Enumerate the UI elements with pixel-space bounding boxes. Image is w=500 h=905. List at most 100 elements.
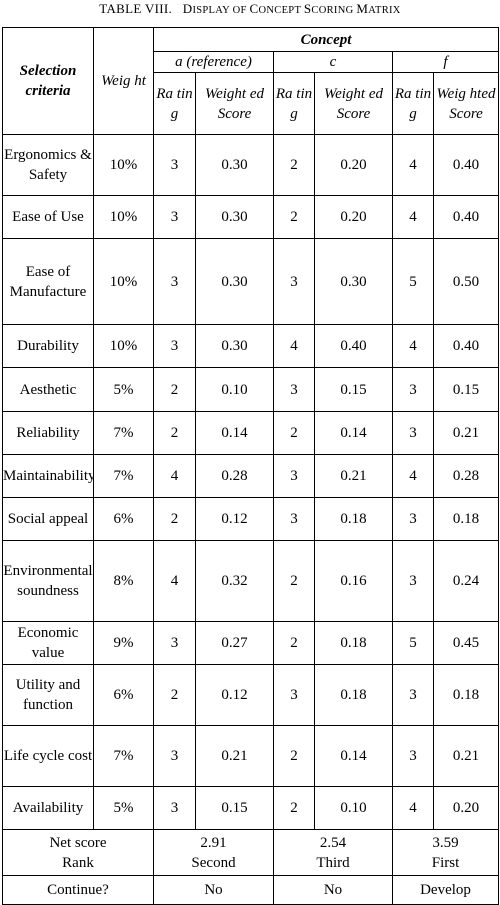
c-rating-cell: 4 (273, 324, 315, 368)
a-score-cell: 0.12 (195, 497, 274, 541)
caption-title: DISPLAY OF CONCEPT SCORING MATRIX (182, 1, 401, 17)
header-concept-c: c (273, 51, 393, 73)
net-score-a: 2.91 (200, 834, 227, 851)
a-score-cell: 0.30 (195, 195, 274, 239)
concept-scoring-matrix: Selection criteria Weig ht Concept a (re… (2, 27, 499, 905)
c-score-cell: 0.14 (314, 411, 393, 455)
f-score-cell: 0.21 (433, 411, 499, 455)
header-row-1: Selection criteria Weig ht Concept (2, 27, 499, 135)
table-row: Ease of Manufacture 10% 3 0.30 3 0.30 5 … (2, 238, 499, 325)
c-rating-cell: 2 (273, 786, 315, 830)
f-rating-cell: 3 (392, 540, 434, 622)
f-rating-cell: 4 (392, 454, 434, 498)
f-score-cell: 0.40 (433, 195, 499, 239)
net-score-f-cell: 3.59 First (392, 829, 499, 876)
header-rating-f: Ra tin g (392, 72, 434, 135)
a-rating-cell: 2 (153, 497, 196, 541)
c-score-cell: 0.18 (314, 621, 393, 665)
a-rating-cell: 3 (153, 134, 196, 196)
table-row: Ergonomics & Safety 10% 3 0.30 2 0.20 4 … (2, 134, 499, 196)
net-score-c-cell: 2.54 Third (273, 829, 393, 876)
weight-cell: 10% (93, 238, 154, 325)
net-score-a-cell: 2.91 Second (153, 829, 274, 876)
f-rating-cell: 4 (392, 324, 434, 368)
f-score-cell: 0.24 (433, 540, 499, 622)
f-score-cell: 0.18 (433, 497, 499, 541)
weight-cell: 6% (93, 497, 154, 541)
table-row: Maintainability 7% 4 0.28 3 0.21 4 0.28 (2, 454, 499, 498)
a-score-cell: 0.10 (195, 367, 274, 412)
a-score-cell: 0.12 (195, 664, 274, 726)
f-score-cell: 0.28 (433, 454, 499, 498)
header-selection-criteria: Selection criteria (2, 27, 94, 135)
c-rating-cell: 3 (273, 238, 315, 325)
a-rating-cell: 3 (153, 786, 196, 830)
c-score-cell: 0.18 (314, 497, 393, 541)
weight-cell: 5% (93, 367, 154, 412)
f-score-cell: 0.20 (433, 786, 499, 830)
c-rating-cell: 2 (273, 134, 315, 196)
net-score-label-cell: Net score Rank (2, 829, 154, 876)
header-concept-f: f (392, 51, 499, 73)
c-rating-cell: 3 (273, 454, 315, 498)
criterion-cell: Ease of Manufacture (2, 238, 94, 325)
f-rating-cell: 4 (392, 134, 434, 196)
weight-cell: 7% (93, 725, 154, 787)
header-weighted-score-c: Weight ed Score (314, 72, 393, 135)
header-row-3: Ra tin g Weight ed Score Ra tin g Weight… (3, 72, 499, 135)
f-rating-cell: 5 (392, 621, 434, 665)
weight-cell: 9% (93, 621, 154, 665)
table-row: Durability 10% 3 0.30 4 0.40 4 0.40 (2, 324, 499, 368)
criterion-cell: Social appeal (2, 497, 94, 541)
weight-cell: 7% (93, 411, 154, 455)
c-score-cell: 0.14 (314, 725, 393, 787)
f-rating-cell: 4 (392, 786, 434, 830)
net-score-f: 3.59 (432, 834, 459, 851)
table-caption: TABLE VIII. DISPLAY OF CONCEPT SCORING M… (0, 0, 500, 22)
c-rating-cell: 3 (273, 664, 315, 726)
f-score-cell: 0.15 (433, 367, 499, 412)
continue-label: Continue? (2, 875, 154, 905)
c-score-cell: 0.18 (314, 664, 393, 726)
criterion-cell: Durability (2, 324, 94, 368)
a-score-cell: 0.27 (195, 621, 274, 665)
f-score-cell: 0.45 (433, 621, 499, 665)
continue-a: No (153, 875, 274, 905)
a-score-cell: 0.30 (195, 134, 274, 196)
weight-cell: 8% (93, 540, 154, 622)
table-row: Availability 5% 3 0.15 2 0.10 4 0.20 (2, 786, 499, 830)
a-rating-cell: 3 (153, 324, 196, 368)
f-score-cell: 0.40 (433, 324, 499, 368)
f-score-cell: 0.18 (433, 664, 499, 726)
c-rating-cell: 2 (273, 621, 315, 665)
c-rating-cell: 2 (273, 540, 315, 622)
c-rating-cell: 2 (273, 411, 315, 455)
header-concept: Concept (153, 27, 499, 52)
net-score-row: Net score Rank 2.91 Second 2.54 Third 3.… (2, 829, 499, 876)
c-score-cell: 0.20 (314, 195, 393, 239)
table-row: Aesthetic 5% 2 0.10 3 0.15 3 0.15 (2, 367, 499, 412)
table-row: Life cycle cost 7% 3 0.21 2 0.14 3 0.21 (2, 725, 499, 787)
f-rating-cell: 3 (392, 664, 434, 726)
a-score-cell: 0.15 (195, 786, 274, 830)
criterion-cell: Maintainability (2, 454, 94, 498)
f-rating-cell: 5 (392, 238, 434, 325)
weight-cell: 10% (93, 324, 154, 368)
a-score-cell: 0.28 (195, 454, 274, 498)
weight-cell: 7% (93, 454, 154, 498)
criterion-cell: Ease of Use (2, 195, 94, 239)
continue-c: No (273, 875, 393, 905)
f-rating-cell: 3 (392, 497, 434, 541)
header-rating-a: Ra tin g (153, 72, 196, 135)
rank-c: Third (316, 854, 350, 871)
c-score-cell: 0.30 (314, 238, 393, 325)
criterion-cell: Availability (2, 786, 94, 830)
continue-f: Develop (392, 875, 499, 905)
a-rating-cell: 3 (153, 725, 196, 787)
table-row: Utility and function 6% 2 0.12 3 0.18 3 … (2, 664, 499, 726)
f-score-cell: 0.21 (433, 725, 499, 787)
weight-cell: 10% (93, 195, 154, 239)
c-rating-cell: 3 (273, 367, 315, 412)
a-rating-cell: 2 (153, 367, 196, 412)
c-score-cell: 0.16 (314, 540, 393, 622)
